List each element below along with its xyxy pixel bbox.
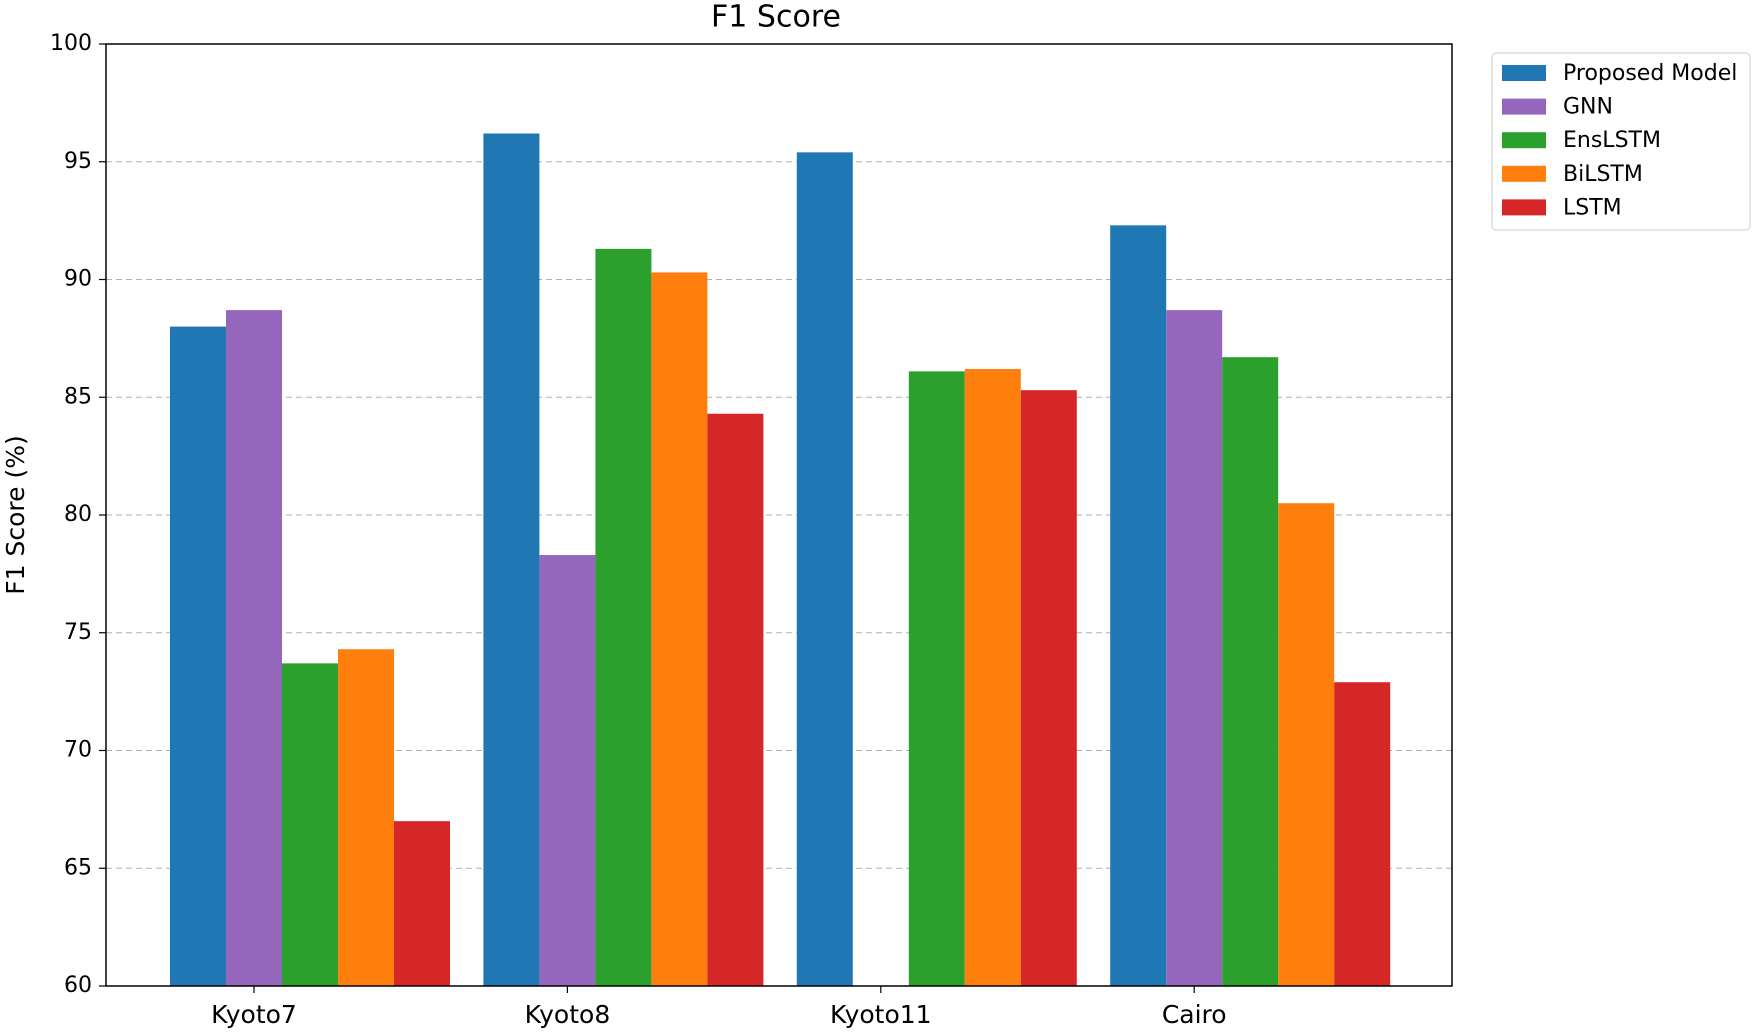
legend-label: GNN	[1563, 95, 1613, 120]
bar	[1110, 225, 1167, 986]
bar	[483, 133, 540, 987]
x-tick-label: Cairo	[1162, 1000, 1227, 1029]
bar	[282, 663, 338, 986]
y-axis-label: F1 Score (%)	[1, 435, 30, 594]
bar	[226, 310, 282, 986]
plot-frame	[105, 43, 1453, 987]
y-tick-label: 100	[50, 31, 92, 56]
bar	[908, 371, 965, 987]
legend-label: LSTM	[1563, 195, 1622, 220]
bar	[796, 152, 853, 986]
legend-box	[1491, 52, 1751, 231]
legend-swatch	[1502, 65, 1546, 81]
x-tick-label: Kyoto8	[525, 1000, 611, 1029]
bar	[1222, 357, 1279, 987]
y-tick-label: 90	[64, 267, 92, 292]
bar	[539, 555, 596, 986]
bar	[1334, 682, 1391, 986]
bar	[1278, 503, 1335, 986]
bar	[338, 649, 394, 986]
y-tick-label: 70	[64, 738, 92, 763]
x-tick-label: Kyoto11	[830, 1000, 932, 1029]
x-tick-label: Kyoto7	[211, 1000, 297, 1029]
bar	[707, 413, 764, 986]
y-tick-label: 95	[64, 149, 92, 174]
bar	[394, 821, 450, 986]
bar	[1166, 310, 1223, 986]
chart-title: F1 Score	[711, 0, 841, 35]
legend-swatch	[1502, 199, 1546, 216]
bar	[651, 272, 708, 986]
bar	[1020, 390, 1077, 986]
legend-swatch	[1502, 98, 1546, 115]
legend-label: EnsLSTM	[1563, 128, 1661, 153]
legend-swatch	[1502, 165, 1546, 182]
y-tick-label: 75	[64, 620, 92, 645]
bar	[595, 248, 652, 986]
y-tick-label: 60	[64, 973, 92, 998]
legend-label: Proposed Model	[1563, 61, 1737, 86]
legend-swatch	[1502, 132, 1546, 149]
y-tick-label: 65	[64, 855, 92, 880]
y-tick-label: 80	[64, 502, 92, 527]
bar	[964, 368, 1021, 986]
bar	[170, 326, 226, 987]
legend-label: BiLSTM	[1563, 162, 1643, 187]
y-tick-label: 85	[64, 384, 92, 409]
